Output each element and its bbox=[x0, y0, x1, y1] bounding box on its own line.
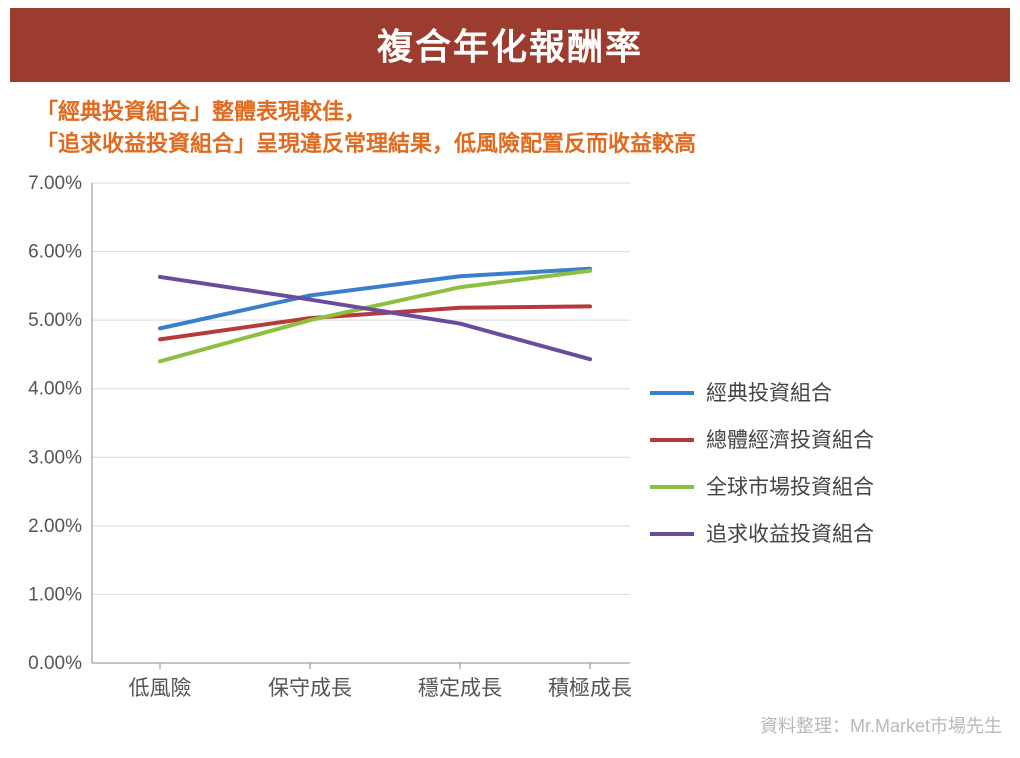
chart-svg: 0.00% 1.00% 2.00% 3.00% 4.00% 5.00% 6.00% 7.00%… bbox=[10, 173, 1010, 733]
legend-label: 總體經濟投資組合 bbox=[706, 429, 874, 452]
page-title: 複合年化報酬率 bbox=[10, 8, 1010, 82]
x-category-label: 保守成長 bbox=[268, 677, 352, 700]
y-tick-label: 2.00% bbox=[28, 516, 82, 537]
x-category-label: 低風險 bbox=[129, 677, 192, 700]
y-tick-label: 0.00% bbox=[28, 653, 82, 674]
footer-credit: 資料整理：Mr.Market市場先生 bbox=[760, 712, 1002, 738]
legend-label: 經典投資組合 bbox=[706, 382, 832, 405]
y-tick-label: 5.00% bbox=[28, 310, 82, 331]
x-category-label: 積極成長 bbox=[548, 677, 632, 700]
line-chart: 0.00% 1.00% 2.00% 3.00% 4.00% 5.00% 6.00% 7.00%… bbox=[10, 173, 1010, 733]
series-line bbox=[160, 277, 590, 359]
legend-label: 全球市場投資組合 bbox=[706, 476, 874, 499]
subtitle-line-1: 「經典投資組合」整體表現較佳， bbox=[36, 96, 1020, 128]
x-category-label: 穩定成長 bbox=[418, 677, 502, 700]
legend-label: 追求收益投資組合 bbox=[706, 523, 874, 546]
y-tick-label: 3.00% bbox=[28, 447, 82, 468]
y-tick-label: 1.00% bbox=[28, 584, 82, 605]
y-tick-label: 6.00% bbox=[28, 242, 82, 263]
chart-subtitle: 「經典投資組合」整體表現較佳， 「追求收益投資組合」呈現違反常理結果，低風險配置… bbox=[36, 96, 1020, 160]
y-tick-label: 7.00% bbox=[28, 173, 82, 194]
subtitle-line-2: 「追求收益投資組合」呈現違反常理結果，低風險配置反而收益較高 bbox=[36, 128, 1020, 160]
y-tick-label: 4.00% bbox=[28, 379, 82, 400]
